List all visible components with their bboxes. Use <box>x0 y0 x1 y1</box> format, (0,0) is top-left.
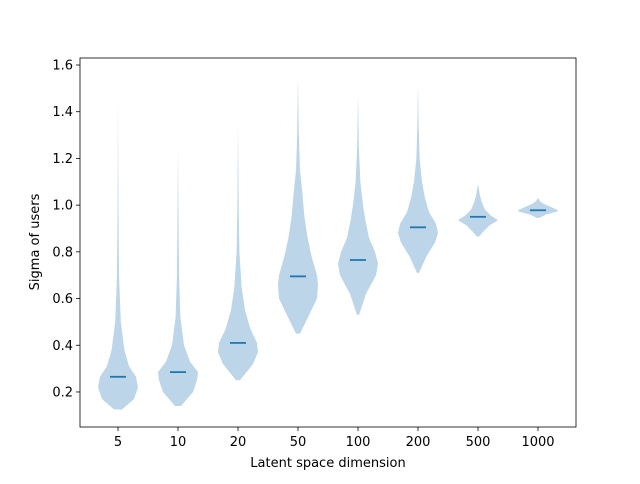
y-axis-label: Sigma of users <box>28 193 43 290</box>
violin-5 <box>98 100 138 410</box>
x-tick-label: 20 <box>230 435 247 450</box>
y-axis: 0.2 0.4 0.6 0.8 1.0 1.2 1.4 1.6 <box>52 59 80 400</box>
y-tick-label: 1.0 <box>52 199 73 214</box>
violin-500 <box>458 184 498 237</box>
y-tick-label: 1.2 <box>52 152 73 167</box>
violins-layer <box>98 76 558 410</box>
x-tick-label: 5 <box>114 435 122 450</box>
medians-layer <box>110 209 546 378</box>
y-tick-label: 1.6 <box>52 59 73 74</box>
x-axis-label: Latent space dimension <box>250 456 405 471</box>
y-tick-label: 0.8 <box>52 245 73 260</box>
violin-1000 <box>518 198 558 218</box>
violin-200 <box>398 83 438 273</box>
x-tick-label: 500 <box>466 435 491 450</box>
x-tick-label: 200 <box>406 435 431 450</box>
y-tick-label: 0.2 <box>52 385 73 400</box>
plot-frame <box>79 57 577 428</box>
y-tick-label: 1.4 <box>52 105 73 120</box>
x-tick-label: 50 <box>290 435 307 450</box>
violin-20 <box>218 123 258 381</box>
x-tick-label: 1000 <box>521 435 554 450</box>
y-tick-label: 0.6 <box>52 292 73 307</box>
x-tick-label: 10 <box>170 435 187 450</box>
violin-50 <box>278 76 318 334</box>
y-tick-label: 0.4 <box>52 339 73 354</box>
x-axis: 5 10 20 50 100 200 500 1000 <box>114 427 555 450</box>
x-tick-label: 100 <box>346 435 371 450</box>
violin-100 <box>338 95 378 315</box>
violin-10 <box>158 146 198 406</box>
